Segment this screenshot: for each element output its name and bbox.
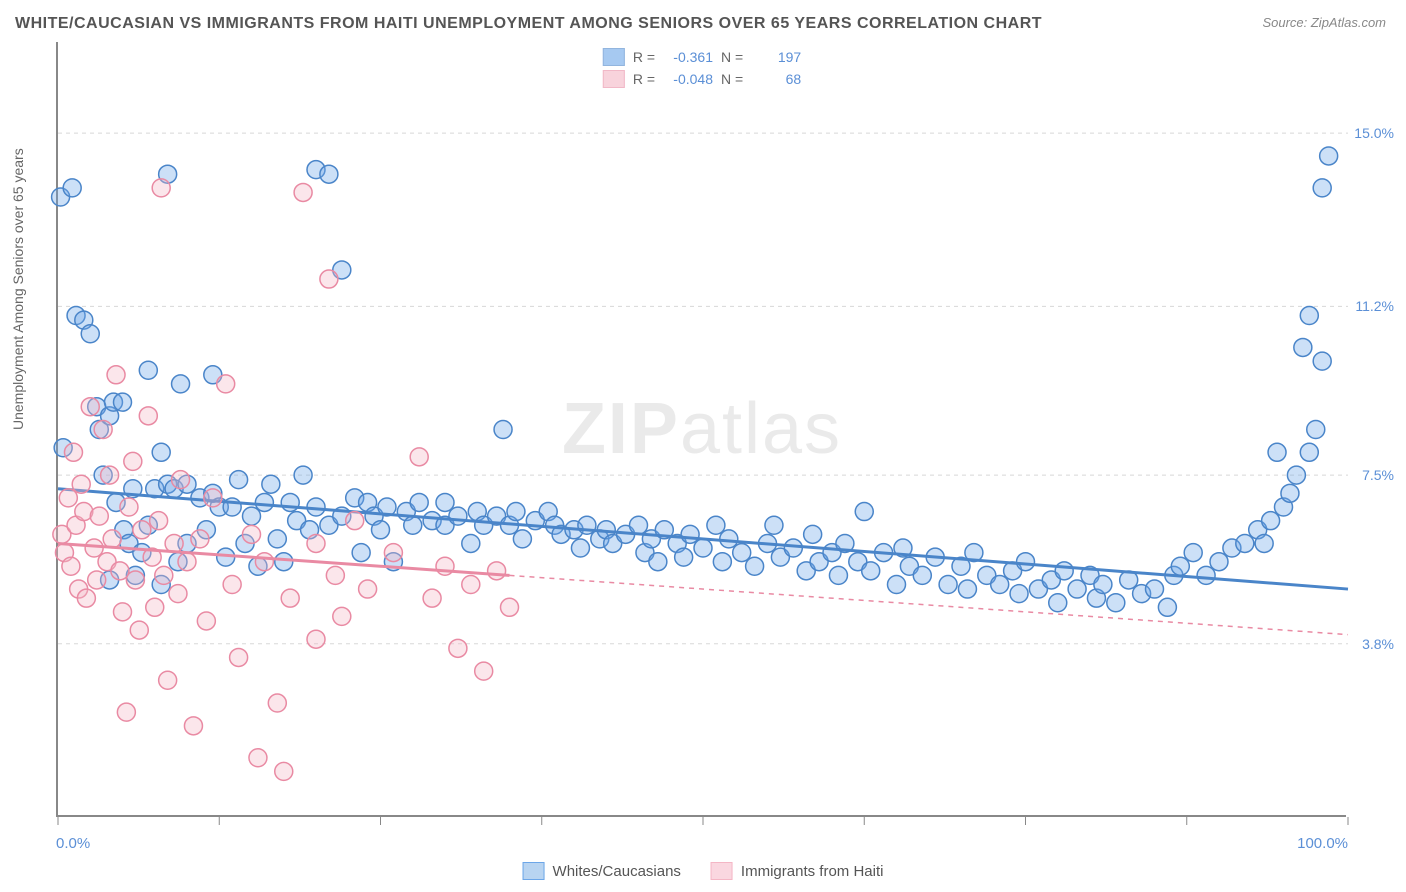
legend-label: Immigrants from Haiti — [741, 863, 884, 880]
y-tick-label: 3.8% — [1362, 636, 1394, 652]
y-tick-label: 15.0% — [1354, 125, 1394, 141]
legend-swatch — [603, 70, 625, 88]
x-axis-max-label: 100.0% — [1297, 835, 1348, 852]
r-value: -0.048 — [663, 71, 713, 87]
legend-item: Immigrants from Haiti — [711, 862, 884, 880]
stats-row: R =-0.361 N =197 — [603, 46, 801, 68]
r-value: -0.361 — [663, 49, 713, 65]
n-value: 68 — [751, 71, 801, 87]
stats-row: R =-0.048 N =68 — [603, 68, 801, 90]
legend-swatch — [711, 862, 733, 880]
scatter-svg — [58, 42, 1346, 815]
y-tick-label: 7.5% — [1362, 467, 1394, 483]
legend-item: Whites/Caucasians — [523, 862, 681, 880]
y-tick-label: 11.2% — [1355, 298, 1394, 314]
chart-title: WHITE/CAUCASIAN VS IMMIGRANTS FROM HAITI… — [0, 0, 1406, 33]
series-legend: Whites/Caucasians Immigrants from Haiti — [523, 862, 884, 880]
legend-label: Whites/Caucasians — [553, 863, 681, 880]
legend-swatch — [603, 48, 625, 66]
chart-plot-area: ZIPatlas R =-0.361 N =197R =-0.048 N =68 — [56, 42, 1346, 817]
x-axis-min-label: 0.0% — [56, 835, 90, 852]
source-label: Source: ZipAtlas.com — [1262, 15, 1386, 30]
y-axis-label: Unemployment Among Seniors over 65 years — [10, 148, 26, 430]
n-value: 197 — [751, 49, 801, 65]
legend-swatch — [523, 862, 545, 880]
stats-legend: R =-0.361 N =197R =-0.048 N =68 — [593, 42, 811, 94]
